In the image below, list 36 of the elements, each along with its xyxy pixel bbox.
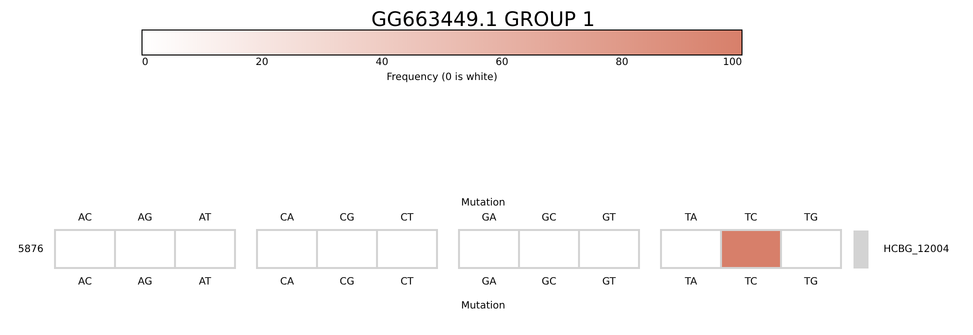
category-label: TA — [684, 212, 698, 224]
color-bar-label: 40 — [376, 57, 388, 68]
x-tick-label: CG — [340, 276, 354, 288]
category-label: TG — [804, 212, 818, 224]
category-label: CA — [280, 212, 294, 224]
x-tick-label: AC — [78, 276, 92, 288]
x-tick-label: CT — [400, 276, 414, 288]
category-label: AT — [198, 212, 212, 224]
category-label: AC — [78, 212, 92, 224]
x-tick-label: AG — [138, 276, 152, 288]
category-label: CT — [400, 212, 414, 224]
x-tick-label: TC — [744, 276, 758, 288]
color-bar-label: 80 — [616, 57, 628, 68]
color-bar-title: Frequency (0 is white) — [386, 72, 498, 83]
color-bar-label: 0 — [142, 57, 148, 68]
x-tick-label: TG — [803, 276, 818, 288]
x-tick-label: AT — [198, 276, 212, 288]
x-tick-label: CA — [280, 276, 294, 288]
y-tick-label: 5876 — [18, 244, 44, 255]
category-label: CG — [340, 212, 354, 224]
x-tick-label: GC — [542, 276, 556, 288]
category-label: GC — [542, 212, 556, 224]
x2-axis-title: Mutation — [461, 197, 506, 208]
chart-title: GG663449.1 GROUP 1 — [371, 7, 595, 31]
category-label: TC — [744, 212, 758, 224]
x-tick-label: GT — [602, 276, 617, 288]
x-tick-label: GA — [482, 276, 496, 288]
x-tick-label: TA — [684, 276, 698, 288]
y2-tick-label: HCBG_12004 — [884, 244, 950, 255]
category-label: GT — [602, 212, 616, 224]
category-label: GA — [482, 212, 496, 224]
x-axis-title: Mutation — [461, 300, 506, 312]
color-bar-label: 60 — [496, 57, 508, 68]
color-bar-label: 100 — [722, 57, 742, 68]
category-label: AG — [138, 212, 152, 224]
color-bar-label: 20 — [256, 57, 268, 68]
